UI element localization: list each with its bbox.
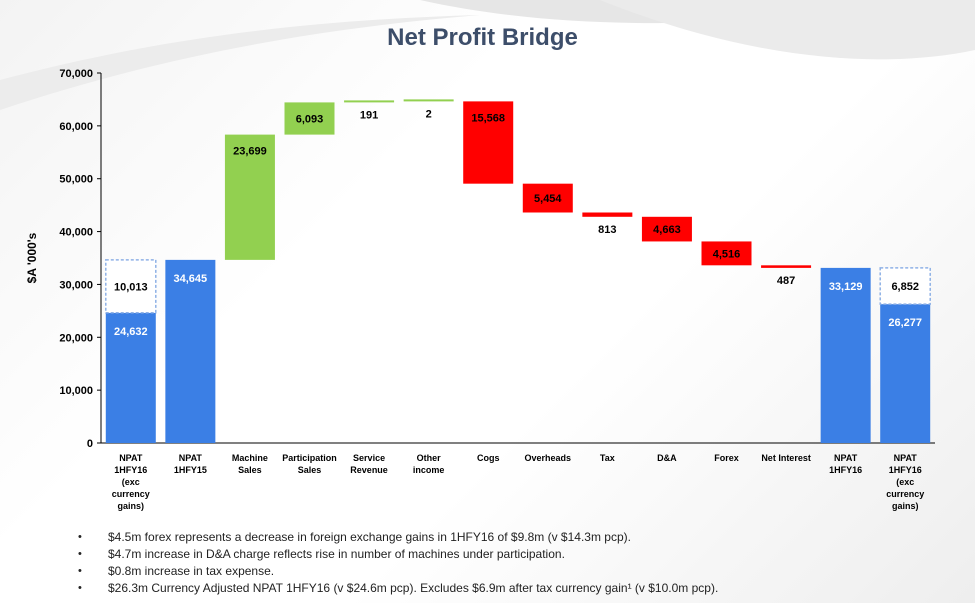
bar-value-label: 4,663 <box>653 224 681 236</box>
x-tick-label: NPAT <box>894 453 918 463</box>
x-tick-label: income <box>413 465 445 475</box>
bar-currency-gains <box>105 259 157 314</box>
bar-value-label: 6,093 <box>296 113 324 125</box>
bar-value-label: 23,699 <box>233 146 267 158</box>
x-tick-label: Sales <box>298 465 322 475</box>
bar-total <box>820 267 871 443</box>
bar-decrease <box>582 212 633 217</box>
y-tick-label: 30,000 <box>59 279 93 291</box>
x-tick-label: (exc <box>896 477 914 487</box>
x-tick-label: Machine <box>232 453 268 463</box>
x-tick-label: gains) <box>118 501 145 511</box>
note-item: $4.5m forex represents a decrease in for… <box>78 529 718 546</box>
bar-increase <box>224 134 275 260</box>
y-tick-label: 40,000 <box>59 227 93 239</box>
bar-value-label: 24,632 <box>114 326 148 338</box>
x-tick-label: NPAT <box>834 453 858 463</box>
bar-decrease <box>701 241 752 266</box>
x-tick-label: 1HFY16 <box>114 465 147 475</box>
y-tick-label: 50,000 <box>59 174 93 186</box>
y-tick-label: 70,000 <box>59 68 93 80</box>
y-tick-label: 60,000 <box>59 121 93 133</box>
bar-increase <box>344 100 395 103</box>
bar-decrease <box>641 216 692 242</box>
bar-value-label: 2 <box>426 108 432 120</box>
bar-decrease <box>463 101 514 184</box>
note-item: $4.7m increase in D&A charge reflects ri… <box>78 546 718 563</box>
x-tick-label: Tax <box>600 453 615 463</box>
x-tick-label: D&A <box>657 453 677 463</box>
bar-value-label: 15,568 <box>471 112 505 124</box>
bar-value-label: 34,645 <box>174 273 208 285</box>
page-title: Net Profit Bridge <box>387 24 578 51</box>
bar-value-label: 26,277 <box>888 317 922 329</box>
bar-decrease <box>522 183 573 213</box>
x-tick-label: 1HFY16 <box>829 465 862 475</box>
x-tick-label: Sales <box>238 465 262 475</box>
note-item: $26.3m Currency Adjusted NPAT 1HFY16 (v … <box>78 580 718 597</box>
bar-total <box>880 304 931 443</box>
x-tick-label: Service <box>353 453 385 463</box>
bar-value-label: 813 <box>598 224 616 236</box>
bar-value-label: 487 <box>777 275 795 287</box>
y-axis-title: $A '000's <box>25 232 39 283</box>
bar-decrease <box>761 265 812 268</box>
bar-total <box>105 312 156 443</box>
bar-value-label: 5,454 <box>534 193 562 205</box>
bar-value-label: 33,129 <box>829 281 863 293</box>
x-tick-label: Revenue <box>350 465 388 475</box>
note-item: $0.8m increase in tax expense. <box>78 563 718 580</box>
x-tick-label: Cogs <box>477 453 500 463</box>
x-tick-label: Other <box>417 453 442 463</box>
bar-value-label: 191 <box>360 109 378 121</box>
bar-increase <box>403 99 454 102</box>
bar-total <box>165 259 216 443</box>
x-tick-label: currency <box>886 489 924 499</box>
x-tick-label: gains) <box>892 501 919 511</box>
x-tick-label: Forex <box>714 453 739 463</box>
notes-list: $4.5m forex represents a decrease in for… <box>78 529 718 597</box>
y-tick-label: 0 <box>87 438 93 450</box>
x-tick-label: NPAT <box>119 453 143 463</box>
y-tick-label: 10,000 <box>59 385 93 397</box>
x-tick-label: Overheads <box>525 453 572 463</box>
x-tick-label: 1HFY16 <box>889 465 922 475</box>
bar-currency-gains <box>879 267 931 305</box>
x-tick-label: NPAT <box>179 453 203 463</box>
bar-value-label: 4,516 <box>713 248 741 260</box>
bar-increase <box>284 102 335 135</box>
x-tick-label: 1HFY15 <box>174 465 207 475</box>
x-tick-label: Net Interest <box>761 453 811 463</box>
y-tick-label: 20,000 <box>59 332 93 344</box>
x-tick-label: currency <box>112 489 150 499</box>
x-tick-label: Participation <box>282 453 337 463</box>
bar-value-label: 6,852 <box>891 281 919 293</box>
x-tick-label: (exc <box>122 477 140 487</box>
bar-value-label: 10,013 <box>114 281 148 293</box>
